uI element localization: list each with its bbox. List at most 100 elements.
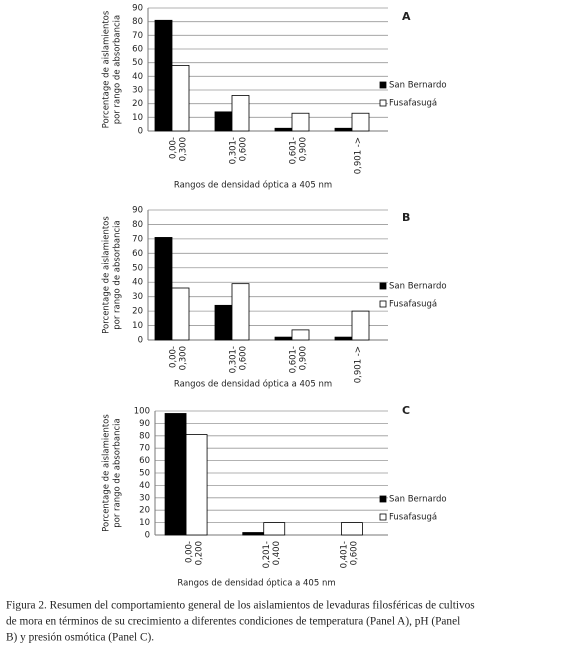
bar [274, 127, 293, 132]
x-tick-label: 0,201- [262, 541, 272, 568]
y-tick-label: 100 [134, 407, 150, 417]
x-axis-title: Rangos de densidad óptica a 405 nm [174, 379, 332, 390]
bar [242, 532, 265, 536]
x-tick-label: 0,601- [289, 346, 299, 373]
bar [154, 19, 173, 132]
y-tick-label: 50 [139, 469, 150, 479]
x-tick-label: 0,901 -> [354, 346, 364, 383]
x-tick-label: 0,401- [340, 541, 350, 568]
y-tick-label: 70 [132, 234, 143, 244]
y-tick-label: 80 [139, 431, 150, 441]
y-tick-label: 80 [132, 17, 143, 27]
y-tick-label: 60 [139, 456, 150, 466]
y-tick-label: 30 [139, 493, 150, 503]
bar [171, 287, 190, 341]
y-tick-label: 60 [132, 249, 143, 259]
bar [263, 522, 286, 536]
legend-label: San Bernardo [389, 81, 447, 91]
y-tick-label: 0 [138, 336, 143, 346]
caption-line: Figura 2. Resumen del comportamiento gen… [6, 600, 475, 612]
legend-label: San Bernardo [389, 282, 447, 292]
x-axis-title: Rangos de densidad óptica a 405 nm [174, 180, 332, 191]
x-tick-label: 0,601- [289, 137, 299, 164]
y-tick-label: 90 [132, 4, 143, 14]
y-tick-label: 70 [139, 444, 150, 454]
x-tick-label: 0,200 [194, 541, 204, 565]
y-axis-title: por rango de absorbancia [113, 15, 123, 124]
bar [214, 111, 233, 132]
bar [351, 310, 370, 341]
x-tick-label: 0,300 [179, 137, 189, 161]
y-tick-label: 30 [132, 292, 143, 302]
y-axis-title: por rango de absorbancia [113, 220, 123, 329]
caption-line: B) y presión osmótica (Panel C). [6, 632, 154, 644]
x-tick-label: 0,00- [169, 137, 179, 159]
y-tick-label: 0 [145, 531, 150, 541]
x-tick-label: 0,400 [272, 541, 282, 565]
x-tick-label: 0,600 [239, 346, 249, 370]
y-tick-label: 90 [139, 419, 150, 429]
y-tick-label: 50 [132, 58, 143, 68]
x-tick-label: 0,301- [229, 346, 239, 373]
panel-label: A [402, 10, 411, 23]
bar [171, 65, 190, 132]
x-tick-label: 0,900 [299, 137, 309, 161]
bar [340, 522, 363, 536]
legend-swatch [379, 495, 387, 503]
bar [214, 304, 233, 341]
y-axis-title: Porcentage de aislamientos [102, 10, 112, 128]
y-tick-label: 0 [138, 127, 143, 137]
bar [164, 413, 187, 536]
y-tick-label: 20 [139, 506, 150, 516]
bar [231, 283, 250, 341]
y-tick-label: 10 [139, 518, 150, 528]
legend-swatch [379, 513, 387, 521]
bar [291, 112, 310, 132]
bar [334, 336, 353, 341]
panel-label: C [402, 404, 410, 417]
x-axis-title: Rangos de densidad óptica a 405 nm [177, 578, 335, 589]
bar [274, 336, 293, 341]
legend-swatch [379, 300, 387, 308]
legend-swatch [379, 282, 387, 290]
y-tick-label: 20 [132, 99, 143, 109]
bar [291, 329, 310, 341]
legend-label: San Bernardo [389, 495, 447, 505]
y-tick-label: 40 [132, 72, 143, 82]
y-axis-title: Porcentage de aislamientos [102, 414, 112, 532]
legend-label: Fusafasugá [389, 99, 437, 109]
y-tick-label: 30 [132, 86, 143, 96]
x-tick-label: 0,600 [239, 137, 249, 161]
y-tick-label: 90 [132, 206, 143, 216]
bar [334, 127, 353, 132]
bar [231, 95, 250, 132]
bar [185, 434, 208, 536]
x-tick-label: 0,300 [179, 346, 189, 370]
x-tick-label: 0,901 -> [354, 137, 364, 174]
y-axis-title: por rango de absorbancia [113, 418, 123, 527]
x-tick-label: 0,00- [184, 541, 194, 563]
x-tick-label: 0,301- [229, 137, 239, 164]
y-tick-label: 70 [132, 31, 143, 41]
y-tick-label: 50 [132, 263, 143, 273]
legend-swatch [379, 99, 387, 107]
x-tick-label: 0,600 [350, 541, 360, 565]
legend-label: Fusafasugá [389, 300, 437, 310]
y-axis-title: Porcentage de aislamientos [102, 216, 112, 334]
y-tick-label: 60 [132, 45, 143, 55]
legend-swatch [379, 81, 387, 89]
caption-line: de mora en términos de su crecimiento a … [6, 616, 460, 628]
x-tick-label: 0,00- [169, 346, 179, 368]
bar [351, 112, 370, 132]
y-tick-label: 20 [132, 307, 143, 317]
y-tick-label: 10 [132, 113, 143, 123]
y-tick-label: 80 [132, 220, 143, 230]
y-tick-label: 10 [132, 321, 143, 331]
legend-label: Fusafasugá [389, 513, 437, 523]
y-tick-label: 40 [139, 481, 150, 491]
panel-label: B [402, 211, 410, 224]
x-tick-label: 0,900 [299, 346, 309, 370]
bar [154, 237, 173, 341]
y-tick-label: 40 [132, 278, 143, 288]
